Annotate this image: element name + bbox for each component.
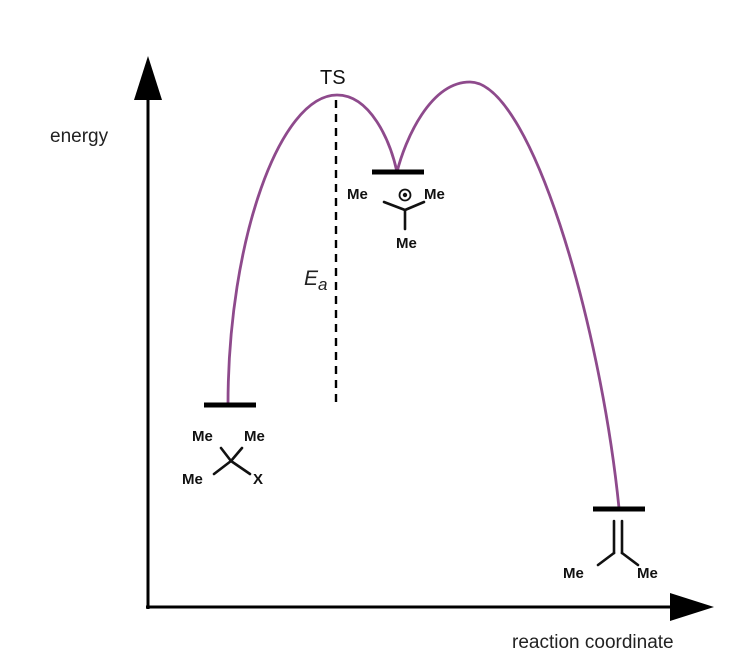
reactant-leaving-group: X <box>253 471 263 488</box>
reactant-structure: Me Me Me X <box>182 428 265 488</box>
reactant-bond-up-left <box>219 446 233 463</box>
positive-charge-dot <box>402 192 408 198</box>
reactant-bond-left <box>212 459 233 476</box>
carbocation-bond-right <box>403 200 426 212</box>
carbocation-bond-left <box>382 200 407 212</box>
reactant-bond-up-right <box>229 446 244 463</box>
y-axis <box>134 56 162 609</box>
reaction-energy-curve <box>226 80 621 509</box>
reactant-me-left: Me <box>182 471 203 488</box>
reactant-me-top-right: Me <box>244 428 265 445</box>
reactant-me-top-left: Me <box>192 428 213 445</box>
carbocation-me-right: Me <box>424 186 445 203</box>
positive-charge-icon <box>398 188 412 202</box>
activation-energy-label: Ea <box>304 267 327 294</box>
reactant-bond-right <box>229 459 252 476</box>
x-axis <box>146 593 714 621</box>
alkene-bond-right <box>620 551 640 567</box>
transition-state-label: TS <box>320 67 346 89</box>
x-axis-label: reaction coordinate <box>512 632 674 653</box>
alkene-me-right: Me <box>637 565 658 582</box>
y-axis-label: energy <box>50 126 109 147</box>
carbocation-me-bottom: Me <box>396 235 417 252</box>
y-axis-arrowhead <box>134 56 162 100</box>
carbocation-me-left: Me <box>347 186 368 203</box>
carbocation-structure: Me Me Me <box>347 186 445 252</box>
x-axis-arrowhead <box>670 593 714 621</box>
alkene-me-left: Me <box>563 565 584 582</box>
alkene-bond-left <box>596 551 616 567</box>
alkene-structure: Me Me <box>563 519 658 582</box>
